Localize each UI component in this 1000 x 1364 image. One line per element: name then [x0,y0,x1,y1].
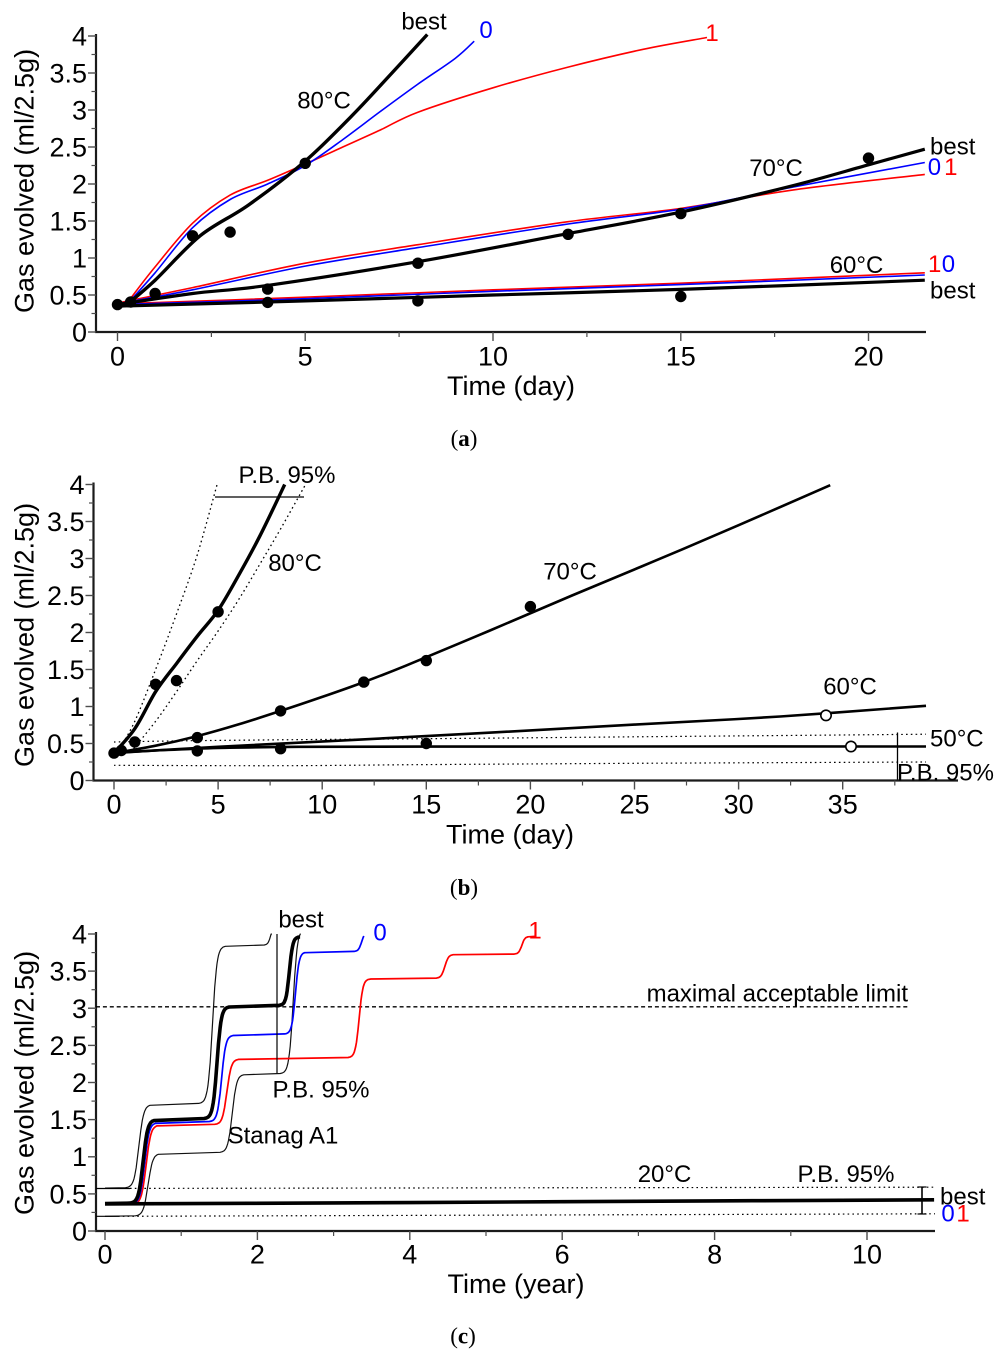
svg-text:0: 0 [97,1240,112,1270]
svg-text:(b): (b) [450,875,478,900]
svg-text:P.B. 95%: P.B. 95% [897,760,994,787]
svg-text:1.5: 1.5 [49,207,87,237]
svg-text:2.5: 2.5 [47,581,85,611]
svg-text:2: 2 [250,1240,265,1270]
svg-text:30: 30 [724,790,754,820]
svg-text:best: best [278,907,324,934]
svg-text:0.5: 0.5 [47,729,85,759]
svg-text:10: 10 [852,1240,882,1270]
svg-text:6: 6 [555,1240,570,1270]
svg-text:0.5: 0.5 [49,281,87,311]
svg-text:4: 4 [72,22,87,52]
svg-text:1: 1 [72,1142,87,1172]
svg-text:1: 1 [69,692,84,722]
svg-text:2: 2 [69,618,84,648]
svg-text:(a): (a) [451,426,478,451]
svg-text:10: 10 [307,790,337,820]
svg-text:0: 0 [928,154,941,181]
svg-text:0: 0 [106,790,121,820]
svg-text:P.B. 95%: P.B. 95% [239,462,336,489]
svg-text:4: 4 [69,470,84,500]
svg-text:25: 25 [619,790,649,820]
svg-text:20: 20 [853,342,883,372]
svg-text:0.5: 0.5 [49,1179,87,1209]
svg-text:1.5: 1.5 [47,655,85,685]
svg-text:20: 20 [515,790,545,820]
svg-text:0: 0 [941,1201,954,1228]
svg-text:1: 1 [944,154,957,181]
svg-text:2.5: 2.5 [49,1031,87,1061]
svg-text:0: 0 [69,766,84,796]
svg-text:best: best [930,134,976,161]
svg-text:3: 3 [72,96,87,126]
svg-text:0: 0 [479,17,492,44]
svg-text:3.5: 3.5 [49,957,87,987]
svg-text:Time (year): Time (year) [447,1269,584,1299]
svg-text:10: 10 [478,342,508,372]
svg-text:3: 3 [69,544,84,574]
svg-text:best: best [401,9,447,36]
svg-text:Gas evolved (ml/2.5g): Gas evolved (ml/2.5g) [10,49,40,313]
svg-text:2: 2 [72,170,87,200]
svg-text:0: 0 [942,251,955,278]
svg-text:0: 0 [110,342,125,372]
svg-text:15: 15 [411,790,441,820]
svg-text:60°C: 60°C [823,674,877,701]
svg-text:8: 8 [707,1240,722,1270]
svg-text:maximal acceptable limit: maximal acceptable limit [647,981,909,1008]
svg-text:35: 35 [828,790,858,820]
svg-text:1.5: 1.5 [49,1105,87,1135]
svg-text:Time (day): Time (day) [446,820,574,850]
svg-text:1: 1 [956,1201,969,1228]
svg-text:5: 5 [211,790,226,820]
svg-text:4: 4 [72,920,87,950]
svg-text:best: best [940,1184,986,1211]
svg-text:3.5: 3.5 [47,507,85,537]
svg-text:70°C: 70°C [543,559,597,586]
svg-text:0: 0 [373,920,386,947]
svg-text:1: 1 [72,244,87,274]
svg-text:5: 5 [298,342,313,372]
svg-text:0: 0 [72,318,87,348]
svg-text:50°C: 50°C [930,726,984,753]
svg-text:60°C: 60°C [830,252,884,279]
svg-text:2.5: 2.5 [49,133,87,163]
svg-text:20°C: 20°C [638,1161,692,1188]
svg-text:P.B. 95%: P.B. 95% [798,1161,895,1188]
svg-text:70°C: 70°C [749,155,803,182]
svg-text:Gas evolved (ml/2.5g): Gas evolved (ml/2.5g) [10,503,40,767]
svg-text:80°C: 80°C [297,88,351,115]
svg-text:Stanag A1: Stanag A1 [228,1123,339,1150]
svg-text:1: 1 [928,251,941,278]
svg-text:1: 1 [528,918,541,945]
svg-text:best: best [930,278,976,305]
svg-text:80°C: 80°C [268,550,322,577]
svg-text:15: 15 [666,342,696,372]
svg-text:0: 0 [72,1217,87,1247]
svg-text:Gas evolved (ml/2.5g): Gas evolved (ml/2.5g) [10,951,40,1215]
svg-text:P.B. 95%: P.B. 95% [273,1077,370,1104]
svg-text:4: 4 [402,1240,417,1270]
svg-text:2: 2 [72,1068,87,1098]
svg-text:3: 3 [72,994,87,1024]
svg-text:1: 1 [705,20,718,47]
svg-text:3.5: 3.5 [49,59,87,89]
svg-text:Time (day): Time (day) [447,371,575,401]
svg-text:(c): (c) [450,1324,476,1349]
